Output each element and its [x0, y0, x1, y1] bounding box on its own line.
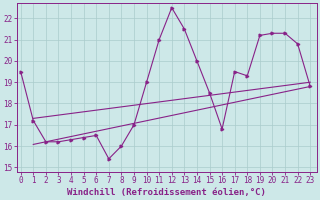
X-axis label: Windchill (Refroidissement éolien,°C): Windchill (Refroidissement éolien,°C): [67, 188, 266, 197]
